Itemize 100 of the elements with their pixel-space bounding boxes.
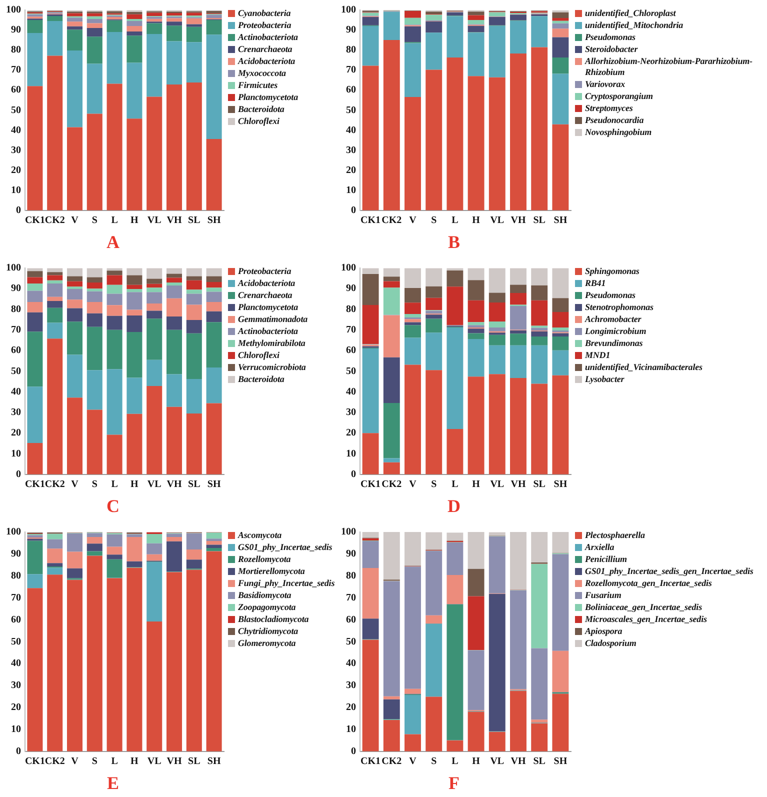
legend-label: Achromobacter <box>585 314 642 325</box>
y-tick-label: 100 <box>6 526 21 538</box>
legend-label: Chloroflexi <box>238 350 280 361</box>
y-tick-label: 20 <box>346 428 356 439</box>
x-tick-label: VL <box>147 478 162 490</box>
y-tick-label: 70 <box>346 592 356 604</box>
x-tick-label: V <box>409 478 418 490</box>
legend-label: Proteobacteria <box>238 266 292 277</box>
y-tick-label: 70 <box>346 64 356 76</box>
y-tick-label: 50 <box>346 636 356 648</box>
legend-label: Cladosporium <box>585 638 636 649</box>
y-tick-label: 10 <box>346 724 356 736</box>
legend-label: Microascales_gen_Incertae_sedis <box>585 614 707 625</box>
x-tick-label: V <box>71 214 80 226</box>
y-tick-label: 80 <box>11 304 21 315</box>
legend-label: Myxococcota <box>238 68 286 79</box>
legend-label: Mortierellomycota <box>238 566 305 577</box>
x-tick-label: L <box>111 214 118 226</box>
y-tick-label: 40 <box>11 658 21 670</box>
x-tick-label: SH <box>207 756 221 767</box>
x-tick-label: CK1 <box>360 214 381 226</box>
legend-label: Streptomyces <box>585 103 633 114</box>
legend-label: Bacteroidota <box>238 104 284 115</box>
x-tick-label: SH <box>207 214 221 226</box>
x-tick-label: SL <box>533 214 546 226</box>
legend-label: Penicillium <box>585 554 627 565</box>
legend-label: Chytridiomycota <box>238 626 298 637</box>
legend-label: Proteobacteria <box>238 20 292 31</box>
x-tick-label: VL <box>490 214 504 226</box>
y-tick-label: 80 <box>11 44 21 56</box>
legend-label: Glomeromycota <box>238 638 296 649</box>
legend-label: RB41 <box>585 278 606 289</box>
y-tick-label: 80 <box>346 570 356 582</box>
x-tick-label: SH <box>554 214 568 226</box>
legend-label: Acidobacteriota <box>238 278 295 289</box>
x-tick-label: CK2 <box>382 478 402 490</box>
y-tick-label: 10 <box>346 184 356 196</box>
y-tick-label: 50 <box>346 104 356 116</box>
y-tick-label: 0 <box>351 746 356 757</box>
y-tick-label: 70 <box>11 324 21 336</box>
legend-label: Boliniaceae_gen_Incertae_sedis <box>585 602 702 613</box>
x-tick-label: V <box>71 756 80 767</box>
legend-label: Crenarchaeota <box>238 44 292 55</box>
y-tick-label: 20 <box>11 164 21 176</box>
legend-label: Novosphingobium <box>585 127 652 138</box>
legend-label: Fusarium <box>585 590 622 601</box>
x-tick-label: CK1 <box>360 478 381 490</box>
x-tick-label: VH <box>510 478 526 490</box>
legend-label: Rozellomycota_gen_Incertae_sedis <box>585 578 712 589</box>
legend-label: Gemmatimonadota <box>238 314 308 325</box>
y-tick-label: 90 <box>11 283 21 294</box>
y-tick-label: 10 <box>346 448 356 460</box>
y-tick-label: 100 <box>341 4 356 16</box>
y-tick-label: 70 <box>11 64 21 76</box>
x-tick-label: VL <box>490 756 504 767</box>
y-tick-label: 60 <box>11 614 21 626</box>
x-tick-label: S <box>431 214 438 226</box>
legend-label: GS01_phy_Incertae_sedis_gen_Incertae_sedis <box>585 566 754 577</box>
x-tick-label: SL <box>188 214 201 226</box>
x-tick-label: CK2 <box>44 756 65 767</box>
y-tick-label: 40 <box>11 124 21 136</box>
text: C <box>106 496 120 516</box>
legend-label: GS01_phy_Incertae_sedis <box>238 542 332 553</box>
legend-label: Basidiomycota <box>238 590 292 601</box>
legend-label: Cyanobacteria <box>238 8 291 19</box>
legend-label: unidentified_Chloroplast <box>585 8 676 19</box>
y-tick-label: 100 <box>6 4 21 16</box>
x-tick-label: CK1 <box>24 478 45 490</box>
x-tick-label: VH <box>166 214 182 226</box>
y-tick-label: 60 <box>11 345 21 356</box>
y-tick-label: 10 <box>11 724 21 736</box>
x-tick-label: SL <box>533 478 546 490</box>
y-tick-label: 0 <box>16 746 21 757</box>
legend-label: Stenotrophomonas <box>585 302 654 313</box>
x-tick-label: SL <box>188 478 201 490</box>
text: A <box>106 232 120 252</box>
y-tick-label: 30 <box>11 144 21 156</box>
x-tick-label: V <box>409 756 418 767</box>
y-tick-label: 40 <box>346 124 356 136</box>
legend-label: Chloroflexi <box>238 116 280 127</box>
text: D <box>448 496 460 516</box>
x-tick-label: S <box>92 214 98 226</box>
x-tick-label: SH <box>554 756 568 767</box>
y-tick-label: 60 <box>346 614 356 626</box>
y-tick-label: 20 <box>11 428 21 439</box>
y-tick-label: 100 <box>341 526 356 538</box>
x-tick-label: CK2 <box>44 214 65 226</box>
legend-label: Acidobacteriota <box>238 56 295 67</box>
legend-label: Pseudomonas <box>585 290 636 301</box>
x-tick-label: H <box>130 214 139 226</box>
y-tick-label: 50 <box>11 104 21 116</box>
legend-label: Brevundimonas <box>585 338 643 349</box>
x-tick-label: CK2 <box>382 214 402 226</box>
x-tick-label: H <box>130 756 139 767</box>
y-tick-label: 70 <box>11 592 21 604</box>
x-tick-label: V <box>409 214 418 226</box>
legend-label: Plectosphaerella <box>585 530 645 541</box>
y-tick-label: 90 <box>346 548 356 560</box>
y-tick-label: 30 <box>346 144 356 156</box>
legend-label: Zoopagomycota <box>238 602 296 613</box>
